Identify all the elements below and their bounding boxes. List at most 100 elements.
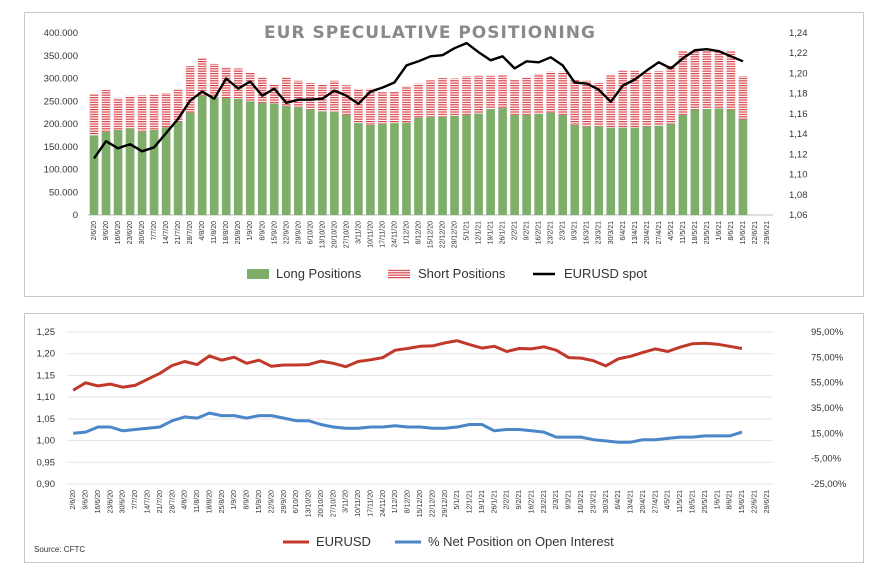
long-position-bar (378, 124, 387, 215)
x-tick-label: 8/6/21 (728, 221, 735, 241)
x-tick-label: 9/3/21 (566, 490, 573, 510)
y2-tick-label: 1,22 (789, 48, 808, 59)
x-tick-label: 18/8/20 (206, 490, 213, 513)
long-position-bar (89, 135, 99, 215)
long-position-bar (366, 124, 375, 215)
x-tick-label: 22/12/20 (429, 490, 436, 517)
long-position-bar (330, 111, 339, 215)
x-tick-label: 27/10/20 (330, 490, 337, 517)
short-position-bar (89, 94, 99, 136)
x-tick-label: 8/6/21 (727, 490, 734, 510)
x-tick-label: 11/5/21 (677, 490, 684, 513)
short-position-bar (281, 77, 291, 106)
x-tick-label: 2/6/20 (70, 490, 77, 510)
y2-tick-label: 35,00% (811, 403, 844, 414)
x-tick-label: 2/3/21 (553, 490, 560, 510)
y-tick-label: 1,10 (37, 392, 56, 403)
x-tick-label: 6/4/21 (615, 490, 622, 510)
short-position-bar (390, 91, 399, 124)
x-tick-label: 3/11/20 (343, 490, 350, 513)
x-tick-label: 15/9/20 (256, 490, 263, 513)
long-position-bar (245, 101, 255, 215)
x-tick-label: 19/1/21 (479, 490, 486, 513)
legend-long-swatch (247, 269, 269, 279)
long-position-bar (402, 122, 411, 215)
x-tick-label: 25/8/20 (219, 490, 226, 513)
long-position-bar (486, 108, 495, 215)
y2-tick-label: 1,12 (789, 149, 808, 160)
x-tick-label: 16/6/20 (115, 221, 122, 244)
short-position-bar (197, 58, 207, 96)
eurusd-netposition-chart: 0,90 0,95 1,00 1,05 1,10 1,15 1,20 1,25 -25,00% -… (37, 327, 847, 549)
long-position-bar (702, 108, 712, 215)
x-tick-label: 29/9/20 (295, 221, 302, 244)
x-tick-label: 17/11/20 (367, 490, 374, 517)
chart1-title: EUR SPECULATIVE POSITIONING (264, 23, 596, 43)
positioning-chart: EUR SPECULATIVE POSITIONING 0 50.000 100.00… (44, 23, 808, 281)
x-tick-label: 20/4/21 (640, 490, 647, 513)
long-position-bar (630, 127, 640, 215)
x-tick-label: 20/10/20 (318, 490, 325, 517)
x-tick-label: 23/2/21 (541, 490, 548, 513)
x-tick-label: 29/6/21 (764, 221, 771, 244)
legend-eurusd-label: EURUSD (316, 534, 371, 549)
short-position-bar (570, 79, 580, 125)
short-position-bar (366, 88, 375, 125)
short-position-bar (354, 88, 363, 124)
x-tick-label: 18/5/21 (689, 490, 696, 513)
x-tick-label: 11/8/20 (194, 490, 201, 513)
long-position-bar (185, 112, 195, 215)
short-position-bar (342, 85, 351, 115)
long-position-bar (546, 112, 556, 215)
long-position-bar (678, 114, 688, 215)
x-tick-label: 29/9/20 (281, 490, 288, 513)
y-tick-label: 300.000 (44, 74, 78, 85)
short-position-bar (185, 66, 195, 113)
y2-tick-label: 1,06 (789, 210, 808, 221)
y2-tick-label: 1,14 (789, 129, 808, 140)
long-position-bar (534, 113, 543, 215)
y2-tick-label: 1,08 (789, 190, 808, 201)
eurusd-spot-line (93, 41, 744, 160)
long-position-bar (149, 129, 159, 215)
x-tick-label: 24/11/20 (391, 221, 398, 248)
x-tick-label: 22/9/20 (283, 221, 290, 244)
long-position-bar (522, 114, 531, 215)
long-position-bar (281, 105, 291, 215)
x-tick-label: 4/5/21 (665, 490, 672, 510)
long-position-bar (582, 126, 592, 215)
short-position-bar (209, 63, 219, 97)
short-position-bar (630, 70, 640, 128)
long-position-bar (354, 123, 363, 215)
x-tick-label: 9/3/21 (572, 221, 579, 241)
x-tick-label: 20/10/20 (331, 221, 338, 248)
y2-tick-label: 15,00% (811, 428, 844, 439)
x-tick-label: 6/10/20 (307, 221, 314, 244)
x-tick-label: 30/6/20 (139, 221, 146, 244)
short-position-bar (402, 86, 411, 123)
short-position-bar (522, 77, 531, 115)
x-tick-label: 22/12/20 (440, 221, 447, 248)
x-tick-label: 9/6/20 (83, 490, 90, 510)
long-position-bar (594, 126, 604, 215)
long-position-bar (690, 109, 700, 215)
x-tick-label: 10/11/20 (367, 221, 374, 248)
x-tick-label: 2/2/21 (512, 221, 519, 241)
y-tick-label: 0 (73, 210, 78, 221)
x-tick-label: 21/7/20 (157, 490, 164, 513)
short-position-bar (245, 72, 255, 102)
x-tick-label: 16/3/21 (584, 221, 591, 244)
short-position-bar (149, 94, 159, 130)
x-tick-label: 26/1/21 (500, 221, 507, 244)
x-tick-label: 30/3/21 (608, 221, 615, 244)
y2-tick-label: 1,16 (789, 109, 808, 120)
short-position-bar (486, 75, 495, 109)
x-tick-label: 1/6/21 (714, 490, 721, 510)
x-tick-label: 29/12/20 (452, 221, 459, 248)
short-position-bar (654, 71, 664, 126)
y-tick-label: 0,90 (37, 479, 56, 490)
long-position-bar (137, 131, 147, 215)
long-position-bar (318, 111, 327, 215)
x-tick-label: 23/2/21 (548, 221, 555, 244)
short-position-bar (474, 75, 483, 114)
